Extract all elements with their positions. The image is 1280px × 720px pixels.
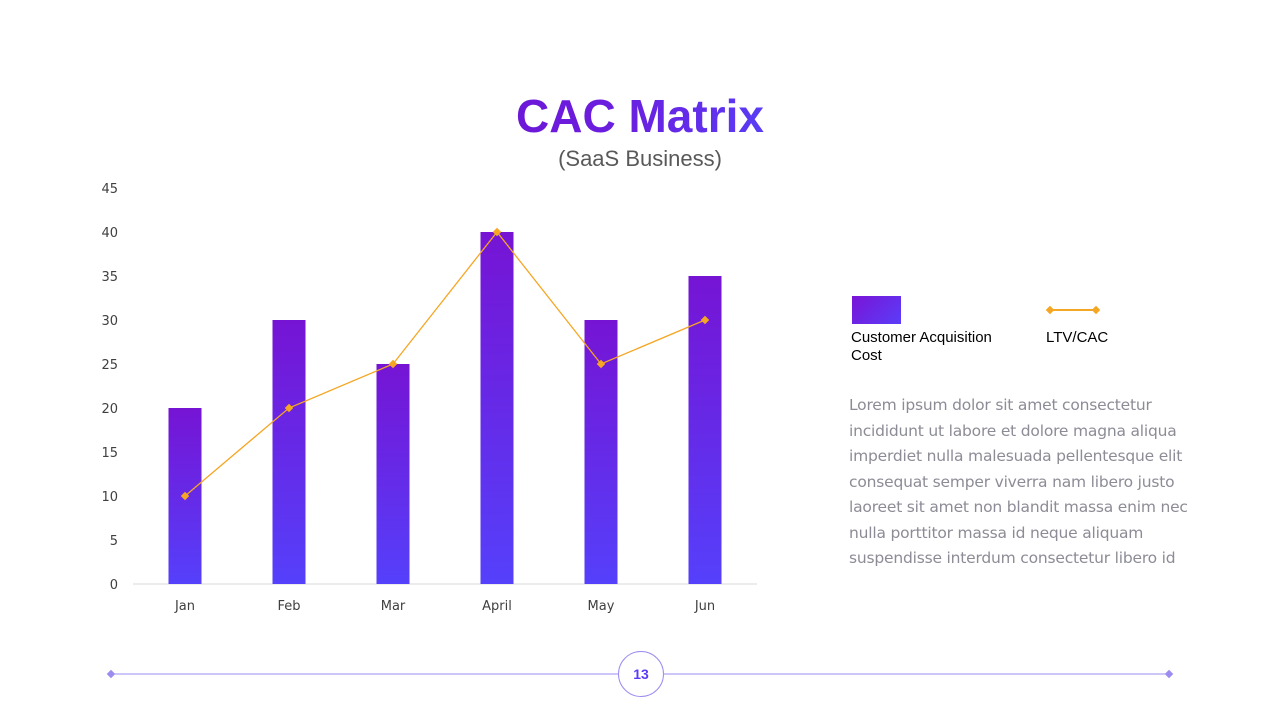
ltv-point-jan <box>180 491 190 501</box>
x-tick-label: Jan <box>174 599 195 614</box>
x-tick-label: May <box>588 599 615 614</box>
x-axis-labels: Jan Feb Mar April May Jun <box>174 599 715 614</box>
y-tick-label: 20 <box>101 402 118 417</box>
ltv-cac-line <box>184 230 706 497</box>
x-tick-label: April <box>482 599 512 614</box>
legend-ltv-line-icon <box>1046 305 1101 315</box>
y-tick-label: 45 <box>101 182 118 197</box>
x-tick-label: Feb <box>277 599 300 614</box>
bar-april <box>480 232 514 584</box>
ltv-point-april <box>492 227 502 237</box>
ltv-point-may <box>596 359 606 369</box>
y-axis-ticks: 0 5 10 15 20 25 30 35 40 45 <box>101 182 118 593</box>
legend-cac-swatch <box>852 296 901 324</box>
bar-feb <box>272 320 306 584</box>
y-tick-label: 0 <box>110 578 118 593</box>
y-tick-label: 40 <box>101 226 118 241</box>
page-number: 13 <box>618 651 664 697</box>
legend-ltv-label: LTV/CAC <box>1046 329 1109 346</box>
bar-jun <box>688 276 722 584</box>
ltv-point-jun <box>700 315 710 325</box>
bar-mar <box>376 364 410 584</box>
description-text: Lorem ipsum dolor sit amet consectetur i… <box>849 396 1188 567</box>
legend-cac-label: Customer Acquisition Cost <box>851 329 992 364</box>
ltv-point-mar <box>388 359 398 369</box>
y-tick-label: 30 <box>101 314 118 329</box>
x-tick-label: Mar <box>381 599 406 614</box>
y-tick-label: 35 <box>101 270 118 285</box>
slide-title: CAC Matrix <box>516 90 764 142</box>
ltv-point-feb <box>284 403 294 413</box>
y-tick-label: 25 <box>101 358 118 373</box>
slide-subtitle: (SaaS Business) <box>558 146 722 171</box>
y-tick-label: 15 <box>101 446 118 461</box>
y-tick-label: 5 <box>110 534 118 549</box>
title-wrapper: CAC Matrix <box>0 88 1280 144</box>
y-tick-label: 10 <box>101 490 118 505</box>
x-tick-label: Jun <box>694 599 715 614</box>
bar-series <box>168 232 722 584</box>
ltv-cac-markers <box>180 227 710 501</box>
